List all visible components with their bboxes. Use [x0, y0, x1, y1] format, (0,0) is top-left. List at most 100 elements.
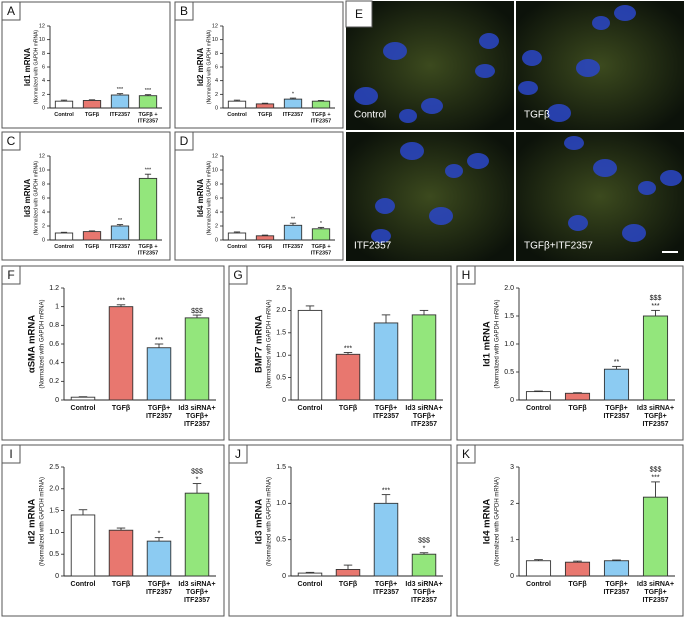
- significance-label: ***: [145, 168, 152, 174]
- nucleus: [564, 136, 584, 150]
- y-tick-label: 2.0: [276, 307, 286, 314]
- x-tick-label: Control: [227, 112, 247, 118]
- panel-letter: E: [355, 7, 363, 21]
- bar: [335, 353, 361, 401]
- significance-label: $$$: [191, 468, 203, 475]
- y-tick-label: 0.8: [49, 322, 59, 329]
- y-tick-label: 4: [42, 78, 45, 84]
- nucleus: [518, 81, 538, 95]
- nucleus: [479, 33, 499, 49]
- y-tick-label: 1.5: [49, 507, 59, 514]
- y-tick-label: 6: [215, 195, 218, 201]
- panel-letter-box: [456, 265, 476, 285]
- bar: [70, 514, 96, 577]
- panel-letter-box: [228, 265, 248, 285]
- bar: [184, 492, 210, 577]
- bar: [184, 317, 210, 401]
- nucleus: [568, 215, 588, 231]
- y-axis-subtitle: (Normalized with GAPDH mRNA): [33, 161, 39, 236]
- y-tick-label: 0.4: [49, 360, 59, 367]
- x-tick-label: Id3 siRNA+: [405, 405, 442, 412]
- x-tick-label: Control: [71, 405, 96, 412]
- x-tick-label: ITF2357: [642, 421, 668, 428]
- nucleus: [592, 16, 610, 30]
- y-tick-label: 1.0: [49, 529, 59, 536]
- bar: [82, 100, 102, 109]
- x-tick-label: TGFβ+: [186, 589, 208, 596]
- panel-letter: F: [7, 268, 14, 282]
- x-tick-label: TGFβ: [85, 244, 100, 250]
- significance-label: **: [614, 359, 620, 366]
- y-tick-label: 1: [510, 537, 514, 544]
- x-tick-label: Control: [526, 581, 551, 588]
- y-tick-label: 0.5: [504, 369, 514, 376]
- chart-panel: I Id2 mRNA (Normalized with GAPDH mRNA) 0 0.…: [1, 444, 225, 617]
- x-tick-label: ITF2357: [110, 244, 130, 250]
- panel-letter-box: [1, 1, 21, 21]
- significance-label: ***: [117, 87, 124, 93]
- panel-letter-box: [1, 265, 21, 285]
- panel-letter: A: [7, 4, 15, 18]
- nucleus: [399, 109, 417, 123]
- x-tick-label: TGFβ +: [311, 244, 330, 250]
- nucleus: [576, 59, 600, 77]
- y-axis-subtitle: (Normalized with GAPDH mRNA): [40, 477, 46, 566]
- y-tick-label: 0: [55, 573, 59, 580]
- x-tick-label: TGFβ: [568, 405, 587, 412]
- y-tick-label: 10: [212, 37, 218, 43]
- bar: [373, 502, 399, 577]
- x-tick-label: Id3 siRNA+: [405, 581, 442, 588]
- x-tick-label: ITF2357: [146, 413, 172, 420]
- x-tick-label: TGFβ: [339, 581, 358, 588]
- micrograph-panel: Control TGFβ ITF2357 TGFβ+ITF2357 E: [345, 0, 684, 261]
- bar: [642, 496, 669, 577]
- y-tick-label: 12: [39, 153, 45, 159]
- chart-panel: J Id3 mRNA (Normalized with GAPDH mRNA) 0 0.…: [228, 444, 452, 617]
- y-tick-label: 1.0: [276, 352, 286, 359]
- panel-letter: H: [462, 268, 471, 282]
- nucleus: [371, 229, 391, 243]
- y-tick-label: 0: [215, 237, 218, 243]
- x-tick-label: TGFβ: [258, 112, 273, 118]
- nucleus: [354, 87, 378, 105]
- x-tick-label: ITF2357: [184, 421, 210, 428]
- x-tick-label: ITF2357: [184, 597, 210, 604]
- bar: [525, 560, 552, 577]
- chart-panel: C Id3 mRNA (Normalized with GAPDH mRNA)0 2 4…: [1, 131, 171, 261]
- x-tick-label: ITF2357: [283, 244, 303, 250]
- significance-label: $$$: [650, 467, 662, 474]
- x-tick-label: TGFβ: [112, 405, 131, 412]
- bar: [110, 225, 130, 241]
- y-tick-label: 8: [215, 51, 218, 57]
- y-tick-label: 10: [212, 167, 218, 173]
- micrograph-caption: Control: [354, 110, 386, 121]
- x-tick-label: Control: [298, 405, 323, 412]
- y-axis-title: Id2 mRNA: [27, 499, 38, 545]
- nucleus: [375, 198, 395, 214]
- y-tick-label: 1.0: [504, 341, 514, 348]
- significance-label: ***: [155, 337, 163, 344]
- x-tick-label: ITF2357: [411, 597, 437, 604]
- y-tick-label: 2.5: [276, 285, 286, 292]
- x-tick-label: TGFβ+: [644, 413, 666, 420]
- bar: [138, 177, 158, 241]
- y-tick-label: 1.5: [276, 330, 286, 337]
- significance-label: ***: [382, 487, 390, 494]
- panel-letter: I: [9, 447, 12, 461]
- x-tick-label: TGFβ+: [605, 581, 627, 588]
- x-tick-label: TGFβ: [85, 112, 100, 118]
- x-tick-label: TGFβ+: [148, 405, 170, 412]
- bar: [311, 100, 331, 109]
- y-tick-label: 1.2: [49, 285, 59, 292]
- bar: [411, 314, 437, 401]
- micrograph-caption: TGFβ: [524, 110, 550, 121]
- y-tick-label: 0: [510, 397, 514, 404]
- x-tick-label: TGFβ+: [644, 589, 666, 596]
- y-tick-label: 2: [510, 500, 514, 507]
- y-tick-label: 10: [39, 37, 45, 43]
- y-tick-label: 0: [42, 105, 45, 111]
- y-axis-subtitle: (Normalized with GAPDH mRNA): [33, 30, 39, 105]
- panel-letter: G: [233, 268, 242, 282]
- bar: [525, 391, 552, 401]
